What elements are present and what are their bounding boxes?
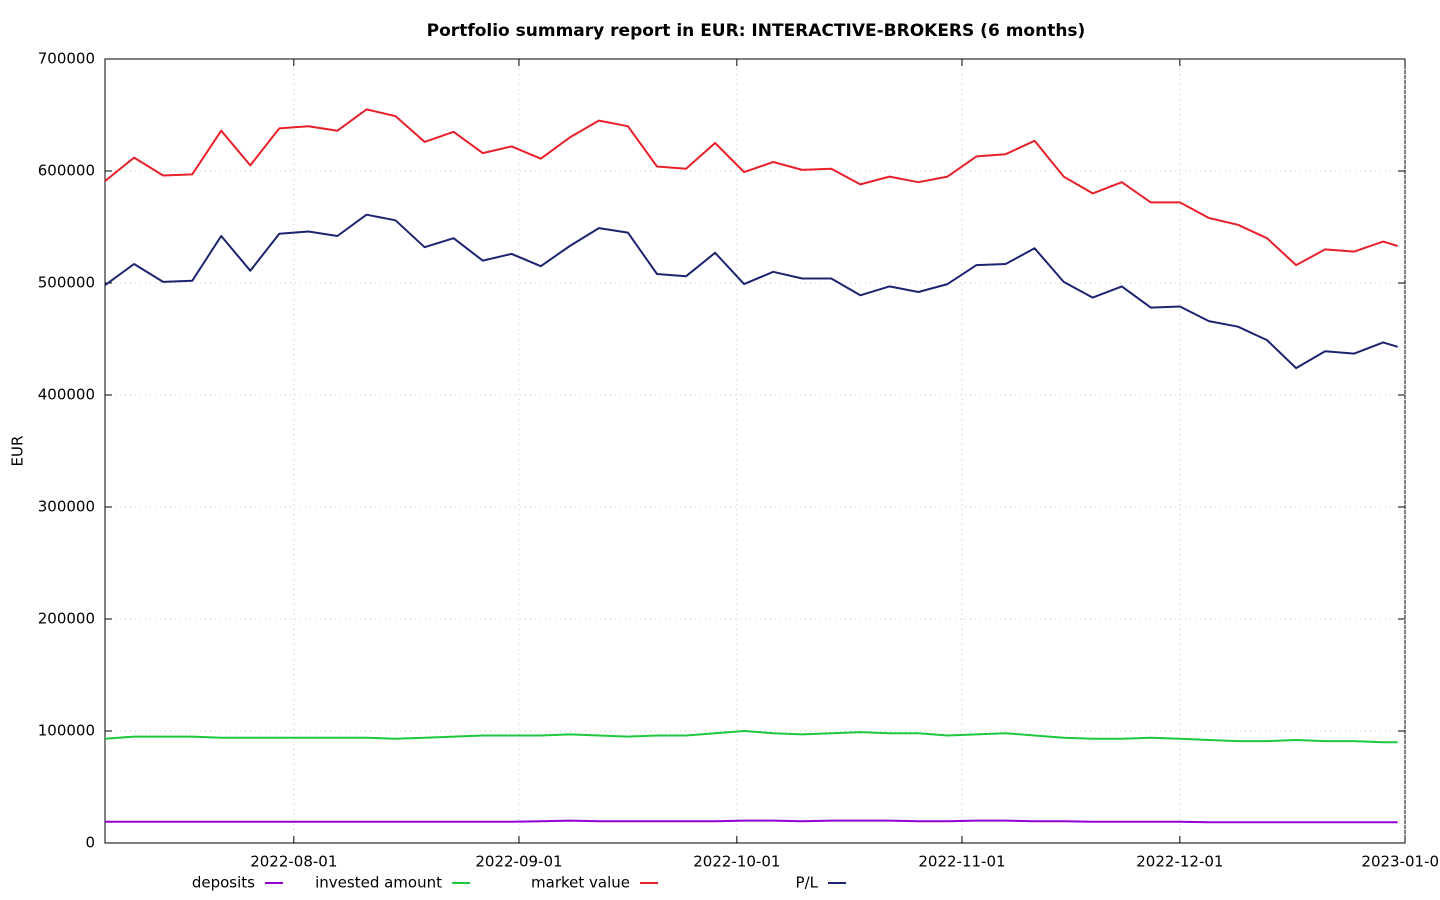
x-tick-label: 2022-10-01 — [693, 853, 780, 871]
x-tick-label: 2023-01-01 — [1361, 853, 1440, 871]
plot-frame — [104, 58, 1406, 844]
y-tick-label: 0 — [85, 834, 95, 852]
legend-label: P/L — [796, 874, 819, 892]
y-tick-label: 700000 — [38, 50, 95, 68]
legend-label: invested amount — [315, 874, 442, 892]
series-line — [104, 213, 1398, 370]
y-tick-label: 600000 — [38, 162, 95, 180]
x-tick-label: 2022-09-01 — [475, 853, 562, 871]
y-tick-label: 400000 — [38, 386, 95, 404]
x-tick-label: 2022-08-01 — [250, 853, 337, 871]
series-line — [104, 108, 1398, 267]
x-tick-label: 2022-12-01 — [1136, 853, 1223, 871]
y-tick-label: 200000 — [38, 610, 95, 628]
x-tick-label: 2022-11-01 — [918, 853, 1005, 871]
series-line — [105, 819, 1398, 824]
y-axis-label: EUR — [9, 436, 27, 467]
series-line — [104, 730, 1398, 744]
y-tick-label: 300000 — [38, 498, 95, 516]
y-tick-label: 100000 — [38, 722, 95, 740]
y-tick-label: 500000 — [38, 274, 95, 292]
legend-label: market value — [531, 874, 630, 892]
legend-label: deposits — [192, 874, 255, 892]
chart-title: Portfolio summary report in EUR: INTERAC… — [427, 21, 1086, 41]
